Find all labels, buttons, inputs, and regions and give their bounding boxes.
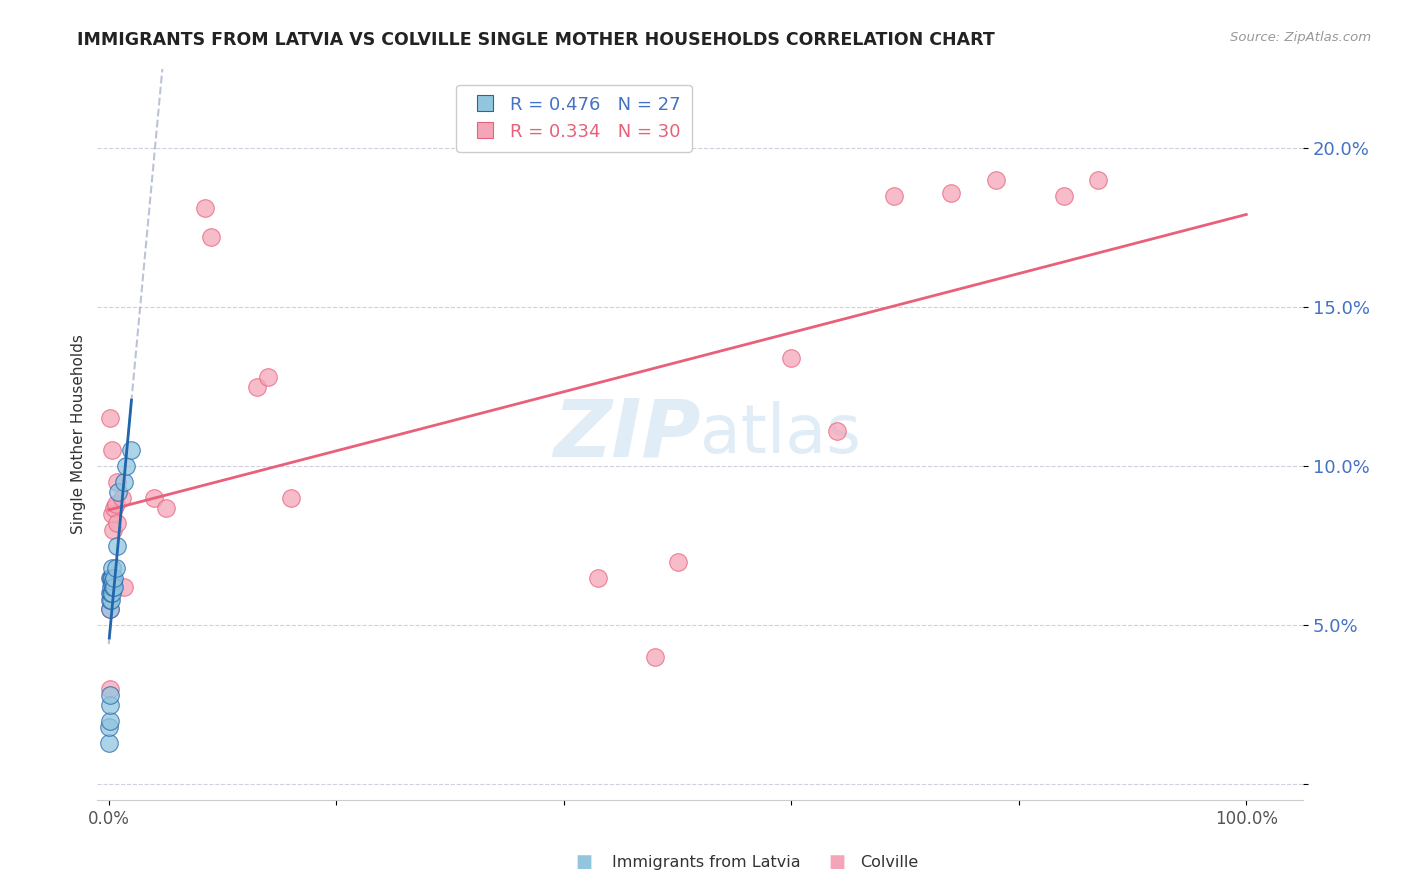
Text: IMMIGRANTS FROM LATVIA VS COLVILLE SINGLE MOTHER HOUSEHOLDS CORRELATION CHART: IMMIGRANTS FROM LATVIA VS COLVILLE SINGL… — [77, 31, 995, 49]
Point — [100, 570, 122, 584]
Point — [98, 411, 121, 425]
Point — [105, 516, 128, 531]
Point — [98, 681, 121, 696]
Point — [101, 586, 124, 600]
Point — [112, 475, 135, 489]
Point — [104, 561, 127, 575]
Point — [114, 459, 136, 474]
Point — [98, 602, 121, 616]
Point — [143, 491, 166, 505]
Point — [98, 720, 121, 734]
Point — [280, 491, 302, 505]
Point — [155, 500, 177, 515]
Point — [101, 570, 124, 584]
Point — [1053, 188, 1076, 202]
Point — [98, 586, 121, 600]
Point — [101, 561, 124, 575]
Point — [101, 507, 124, 521]
Text: atlas: atlas — [700, 401, 860, 467]
Point — [105, 475, 128, 489]
Point — [825, 424, 848, 438]
Point — [103, 580, 125, 594]
Point — [103, 574, 125, 588]
Point — [101, 577, 124, 591]
Point — [939, 186, 962, 200]
Point — [100, 570, 122, 584]
Point — [246, 379, 269, 393]
Point — [98, 714, 121, 728]
Point — [644, 650, 666, 665]
Text: Colville: Colville — [860, 855, 918, 870]
Point — [780, 351, 803, 365]
Point — [257, 370, 280, 384]
Point — [586, 570, 609, 584]
Point — [111, 491, 134, 505]
Text: ■: ■ — [575, 853, 592, 871]
Legend: R = 0.476   N = 27, R = 0.334   N = 30: R = 0.476 N = 27, R = 0.334 N = 30 — [456, 85, 692, 152]
Y-axis label: Single Mother Households: Single Mother Households — [72, 334, 86, 534]
Point — [98, 688, 121, 702]
Point — [98, 602, 121, 616]
Point — [103, 580, 125, 594]
Point — [100, 580, 122, 594]
Text: ZIP: ZIP — [553, 395, 700, 474]
Text: Immigrants from Latvia: Immigrants from Latvia — [612, 855, 800, 870]
Point — [103, 500, 125, 515]
Point — [100, 586, 122, 600]
Point — [121, 443, 143, 458]
Point — [666, 555, 689, 569]
Text: Source: ZipAtlas.com: Source: ZipAtlas.com — [1230, 31, 1371, 45]
Point — [984, 173, 1007, 187]
Point — [105, 539, 128, 553]
Point — [98, 698, 121, 712]
Point — [103, 570, 125, 584]
Point — [100, 592, 122, 607]
Point — [883, 188, 905, 202]
Point — [104, 497, 127, 511]
Point — [200, 230, 222, 244]
Point — [101, 443, 124, 458]
Point — [1087, 173, 1109, 187]
Point — [98, 570, 121, 584]
Point — [103, 523, 125, 537]
Point — [98, 592, 121, 607]
Point — [107, 484, 129, 499]
Point — [112, 580, 135, 594]
Point — [194, 202, 217, 216]
Point — [98, 736, 121, 750]
Text: ■: ■ — [828, 853, 845, 871]
